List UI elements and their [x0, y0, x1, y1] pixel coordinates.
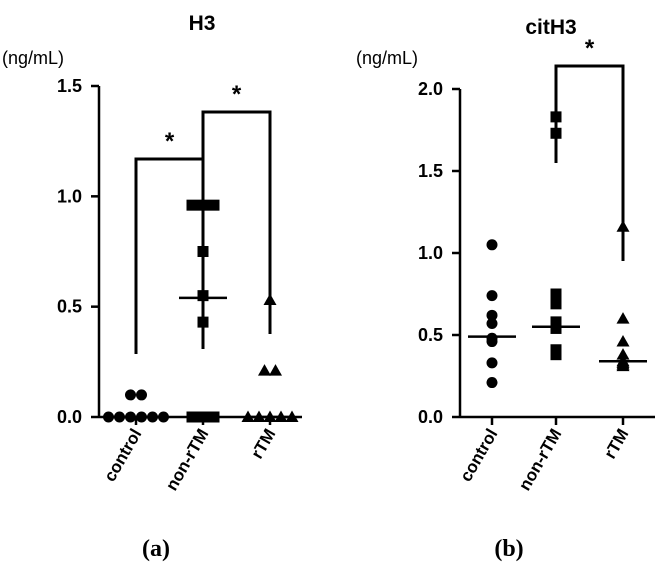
panel-caption: (b)	[494, 536, 523, 562]
significance-bracket	[134, 157, 205, 354]
data-point-circle	[103, 411, 114, 423]
data-point-circle	[125, 389, 136, 401]
y-tick-label: 1.5	[57, 76, 82, 96]
y-tick-label: 0.0	[57, 407, 82, 427]
data-point-circle	[486, 318, 498, 330]
chart-title: H3	[189, 12, 216, 35]
data-point-square	[208, 411, 220, 423]
data-point-circle	[158, 411, 169, 423]
x-tick-label: control	[456, 426, 501, 485]
significance-bracket	[201, 110, 272, 334]
significance-bracket	[554, 64, 625, 261]
significance-label: *	[585, 35, 595, 62]
data-point-circle	[486, 309, 498, 321]
y-tick-label: 2.0	[418, 79, 443, 99]
data-point-triangle	[269, 364, 282, 376]
x-tick-label: non-rTM	[515, 426, 565, 494]
data-point-triangle	[616, 359, 630, 372]
data-point-square	[186, 199, 198, 211]
data-point-circle	[486, 336, 498, 348]
unit-label: (ng/mL)	[2, 48, 64, 68]
data-point-triangle	[616, 312, 630, 324]
data-point-triangle	[616, 335, 630, 347]
panel-h3: H3 (ng/mL) (a) 0.0 0.5 1.0 1.5 control non-rT…	[2, 12, 302, 562]
data-point-square	[550, 349, 562, 361]
data-point-circle	[486, 377, 498, 389]
plot-area: 0.0 0.5 1.0 1.5 2.0 control non-rTM rTM *	[418, 35, 655, 494]
data-point-square	[550, 298, 562, 310]
y-tick-label: 0.5	[57, 297, 82, 317]
x-tick-label: control	[100, 426, 145, 485]
data-point-circle	[136, 389, 147, 401]
y-tick-label: 1.0	[418, 243, 443, 263]
data-point-square	[550, 288, 562, 300]
chart-title: citH3	[525, 16, 576, 39]
y-tick-label: 0.0	[418, 407, 443, 427]
x-tick-label: rTM	[247, 426, 279, 462]
x-tick-label: rTM	[600, 426, 632, 462]
panel-cith3: citH3 (ng/mL) (b) 0.0 0.5 1.0 1.5 2.0 control…	[356, 16, 655, 562]
data-point-square	[186, 411, 198, 423]
x-tick-label: non-rTM	[162, 426, 212, 494]
plot-area: 0.0 0.5 1.0 1.5 control non-rTM rTM * *	[57, 76, 302, 494]
data-point-circle	[486, 290, 498, 302]
data-point-circle	[486, 357, 498, 369]
data-point-square	[550, 316, 562, 328]
y-tick-label: 0.5	[418, 325, 443, 345]
unit-label: (ng/mL)	[356, 48, 418, 68]
data-point-triangle	[616, 348, 630, 360]
data-point-triangle	[258, 364, 271, 376]
data-point-circle	[486, 239, 498, 251]
panel-caption: (a)	[142, 536, 170, 562]
y-tick-label: 1.5	[418, 161, 443, 181]
y-tick-label: 1.0	[57, 186, 82, 206]
data-point-square	[208, 199, 220, 211]
data-point-square	[197, 411, 209, 423]
significance-label: *	[232, 81, 242, 108]
significance-label: *	[165, 128, 175, 155]
data-point-square	[550, 322, 562, 334]
